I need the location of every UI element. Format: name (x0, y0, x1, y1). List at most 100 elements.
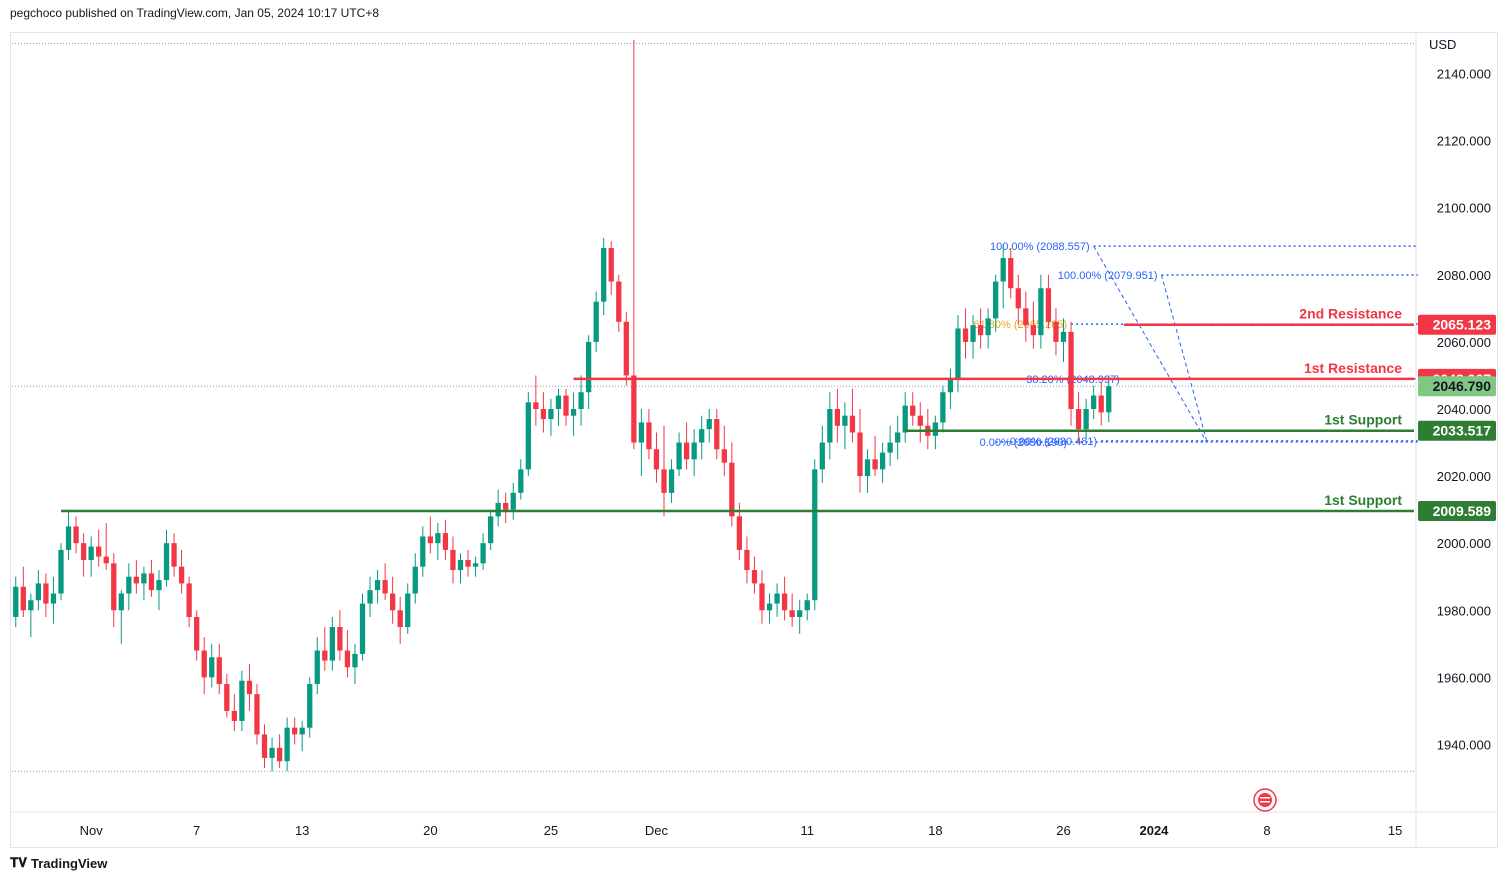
candle-body (1038, 288, 1044, 336)
candle-body (706, 419, 712, 430)
candle-body (292, 727, 298, 735)
x-tick-label: Dec (645, 823, 669, 838)
candle-body (570, 409, 577, 416)
y-tick-label: 1980.000 (1437, 603, 1491, 618)
candle-body (585, 341, 592, 393)
candle-body (849, 415, 856, 433)
candle-body (126, 576, 132, 594)
candle-body (435, 533, 441, 544)
y-tick-label: 2000.000 (1437, 536, 1491, 551)
support-price-text: 2033.517 (1433, 423, 1492, 439)
candle-body (133, 576, 140, 584)
candle-body (646, 422, 652, 450)
candle-body (691, 442, 697, 460)
candle-body (1098, 395, 1104, 413)
footer-brand[interactable]: 𝐓𝐕 TradingView (10, 856, 107, 871)
x-tick-label: 7 (193, 823, 200, 838)
candle-body (940, 392, 946, 423)
last-price-text: 2046.790 (1433, 378, 1492, 394)
fib-level-label: 100.00% (2079.951) (1058, 270, 1158, 282)
candle-body (540, 409, 547, 420)
fib-level-label: 0.00% (2030.481) (1010, 436, 1097, 448)
chart-frame[interactable] (10, 32, 1498, 848)
candle-body (518, 469, 524, 493)
candle-body (503, 502, 509, 510)
candle-body (337, 627, 343, 651)
candle-body (797, 610, 803, 617)
candle-body (744, 549, 750, 571)
candle-body (510, 492, 516, 510)
candle-body (638, 422, 645, 443)
candle-body (495, 502, 501, 517)
candle-body (548, 409, 554, 420)
candle-body (970, 325, 976, 342)
candle-body (563, 395, 569, 416)
x-tick-label: 18 (928, 823, 942, 838)
candle-body (608, 247, 614, 282)
candle-body (359, 603, 366, 654)
candle-body (465, 559, 471, 567)
tradingview-logo-icon: 𝐓𝐕 (10, 856, 27, 871)
x-tick-label: 15 (1388, 823, 1402, 838)
candle-body (239, 680, 245, 721)
candle-body (231, 710, 237, 721)
candle-body (653, 449, 660, 470)
y-tick-label: 1960.000 (1437, 670, 1491, 685)
candle-body (352, 653, 358, 668)
candle-body (178, 566, 185, 584)
candle-body (977, 325, 984, 336)
candle-body (405, 593, 411, 628)
candle-body (1030, 325, 1036, 336)
candle-body (148, 573, 155, 591)
candle-body (58, 549, 64, 594)
candle-body (623, 321, 629, 376)
y-tick-label: 2060.000 (1437, 335, 1491, 350)
candle-body (480, 543, 486, 564)
support-level-label: 1st Support (1324, 492, 1402, 508)
candle-body (593, 301, 599, 342)
candle-body (932, 422, 938, 436)
candle-body (872, 459, 878, 470)
y-tick-label: 1940.000 (1437, 737, 1491, 752)
resistance-price-tag (1418, 314, 1496, 335)
fib-level-label: 0.00% (2030.190) (980, 437, 1067, 449)
x-tick-label: Nov (80, 823, 104, 838)
candle-body (736, 516, 743, 550)
candle-body (412, 566, 418, 594)
candle-body (457, 559, 464, 571)
candle-body (307, 684, 313, 728)
candle-body (834, 409, 841, 426)
candle-body (1091, 395, 1097, 409)
candle-body (111, 563, 117, 611)
x-tick-label: 11 (800, 823, 814, 838)
candle-body (442, 533, 449, 550)
candle-body (1075, 409, 1082, 430)
candle-body (766, 603, 773, 611)
candle-body (171, 543, 177, 567)
x-tick-label: 26 (1056, 823, 1070, 838)
candle-body (488, 516, 494, 544)
candle-body (80, 543, 87, 560)
candle-body (246, 680, 253, 695)
candle-body (910, 405, 916, 416)
candle-body (344, 650, 351, 668)
publisher-caption: pegchoco published on TradingView.com, J… (10, 6, 380, 20)
candle-body (601, 247, 607, 302)
candle-body (902, 405, 908, 433)
candle-body (390, 593, 396, 611)
candle-body (156, 580, 162, 591)
candle-body (50, 593, 57, 604)
candle-body (1015, 288, 1021, 309)
candle-body (65, 526, 72, 550)
candle-body (887, 442, 893, 453)
candle-body (555, 395, 562, 409)
candle-body (329, 627, 335, 661)
resistance-level-label: 1st Resistance (1304, 360, 1402, 376)
fib-level-label: 61.80% (2065.285) (973, 319, 1067, 331)
y-tick-label: 2040.000 (1437, 402, 1491, 417)
candle-body (533, 402, 539, 409)
candle-body (261, 734, 268, 758)
candle-body (1060, 331, 1067, 342)
candle-body (1053, 321, 1059, 342)
